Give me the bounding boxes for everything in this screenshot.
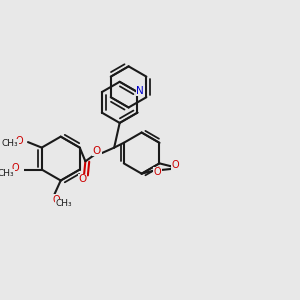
Text: O: O — [12, 163, 20, 173]
Text: O: O — [172, 160, 179, 170]
Text: CH₃: CH₃ — [55, 199, 72, 208]
Text: CH₃: CH₃ — [2, 139, 19, 148]
Text: CH₃: CH₃ — [0, 169, 14, 178]
Text: O: O — [16, 136, 24, 146]
Text: O: O — [93, 146, 101, 156]
Text: O: O — [53, 195, 60, 205]
Text: O: O — [79, 174, 87, 184]
Text: N: N — [136, 86, 144, 96]
Text: O: O — [154, 167, 161, 177]
